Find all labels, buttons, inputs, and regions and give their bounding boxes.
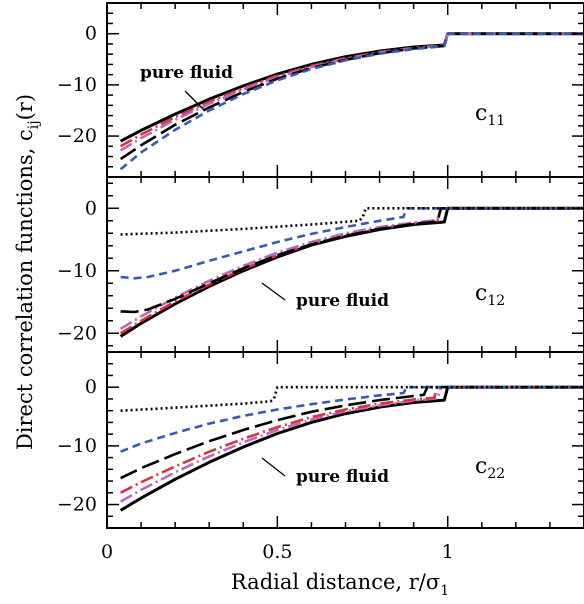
series-line-dashdot-3 [119,207,584,331]
panel-series-group [119,385,584,512]
pure-fluid-annotation: pure fluid [296,291,389,311]
annotation-leader-line [184,90,206,112]
panel-2: 0 −10 −20 c12 pure fluid [57,176,584,353]
pure-fluid-annotation: pure fluid [296,467,389,487]
series-line-dashdot-3 [120,385,584,494]
y-tick-label: −20 [57,494,97,516]
panel-1: 0 −10 −20 c11 pure fluid [57,2,584,178]
series-line-shortdash-5 [120,385,584,453]
series-line-longdash-4 [120,385,584,480]
y-tick-label: −10 [57,260,97,282]
annotation-leader-line [261,282,286,301]
y-tick-label: 0 [85,197,97,219]
panel-frame [106,2,584,178]
y-tick-label: −20 [57,322,97,344]
y-tick-label: −10 [57,435,97,457]
panel-series-group [119,206,584,338]
series-line-longdash-4 [120,207,584,314]
y-tick-label: 0 [85,376,97,398]
series-line-dashdot-3 [119,32,584,152]
panel-series-group [119,32,584,171]
panel-label: c11 [475,101,505,129]
panel-label: c12 [475,281,505,309]
series-line-dashdot-2 [119,32,584,148]
series-line-shortdash-5 [120,207,584,280]
pure-fluid-annotation: pure fluid [140,63,233,83]
series-line-dotted-6 [120,385,584,412]
panel-3: 0 −10 −20 c22 pure fluid 0 0.5 1 [57,351,584,563]
panel-frame [106,351,584,529]
x-tick-label: 0 [101,541,113,563]
series-line-dashdot-2 [119,385,584,503]
y-axis-title: Direct correlation functions, cij(r) [13,94,42,450]
y-tick-label: 0 [85,23,97,45]
series-line-shortdash-5 [119,32,584,171]
x-axis-title: Radial distance, r/σ1 [231,570,449,599]
chart-panels: 0 −10 −20 c11 pure fluid 0 −10 −20 c12 pure fluid… [57,2,584,563]
annotation-leader-line [261,457,286,477]
panel-frame [106,176,584,353]
series-line-dotted-6 [120,207,584,236]
series-line-solid-1 [119,385,584,512]
panel-label: c22 [475,454,505,482]
series-line-solid-1 [119,32,584,143]
y-tick-label: −20 [57,125,97,147]
series-line-solid-1 [119,206,584,338]
y-tick-label: −10 [57,74,97,96]
x-tick-label: 1 [442,541,454,563]
x-tick-label: 0.5 [262,541,292,563]
